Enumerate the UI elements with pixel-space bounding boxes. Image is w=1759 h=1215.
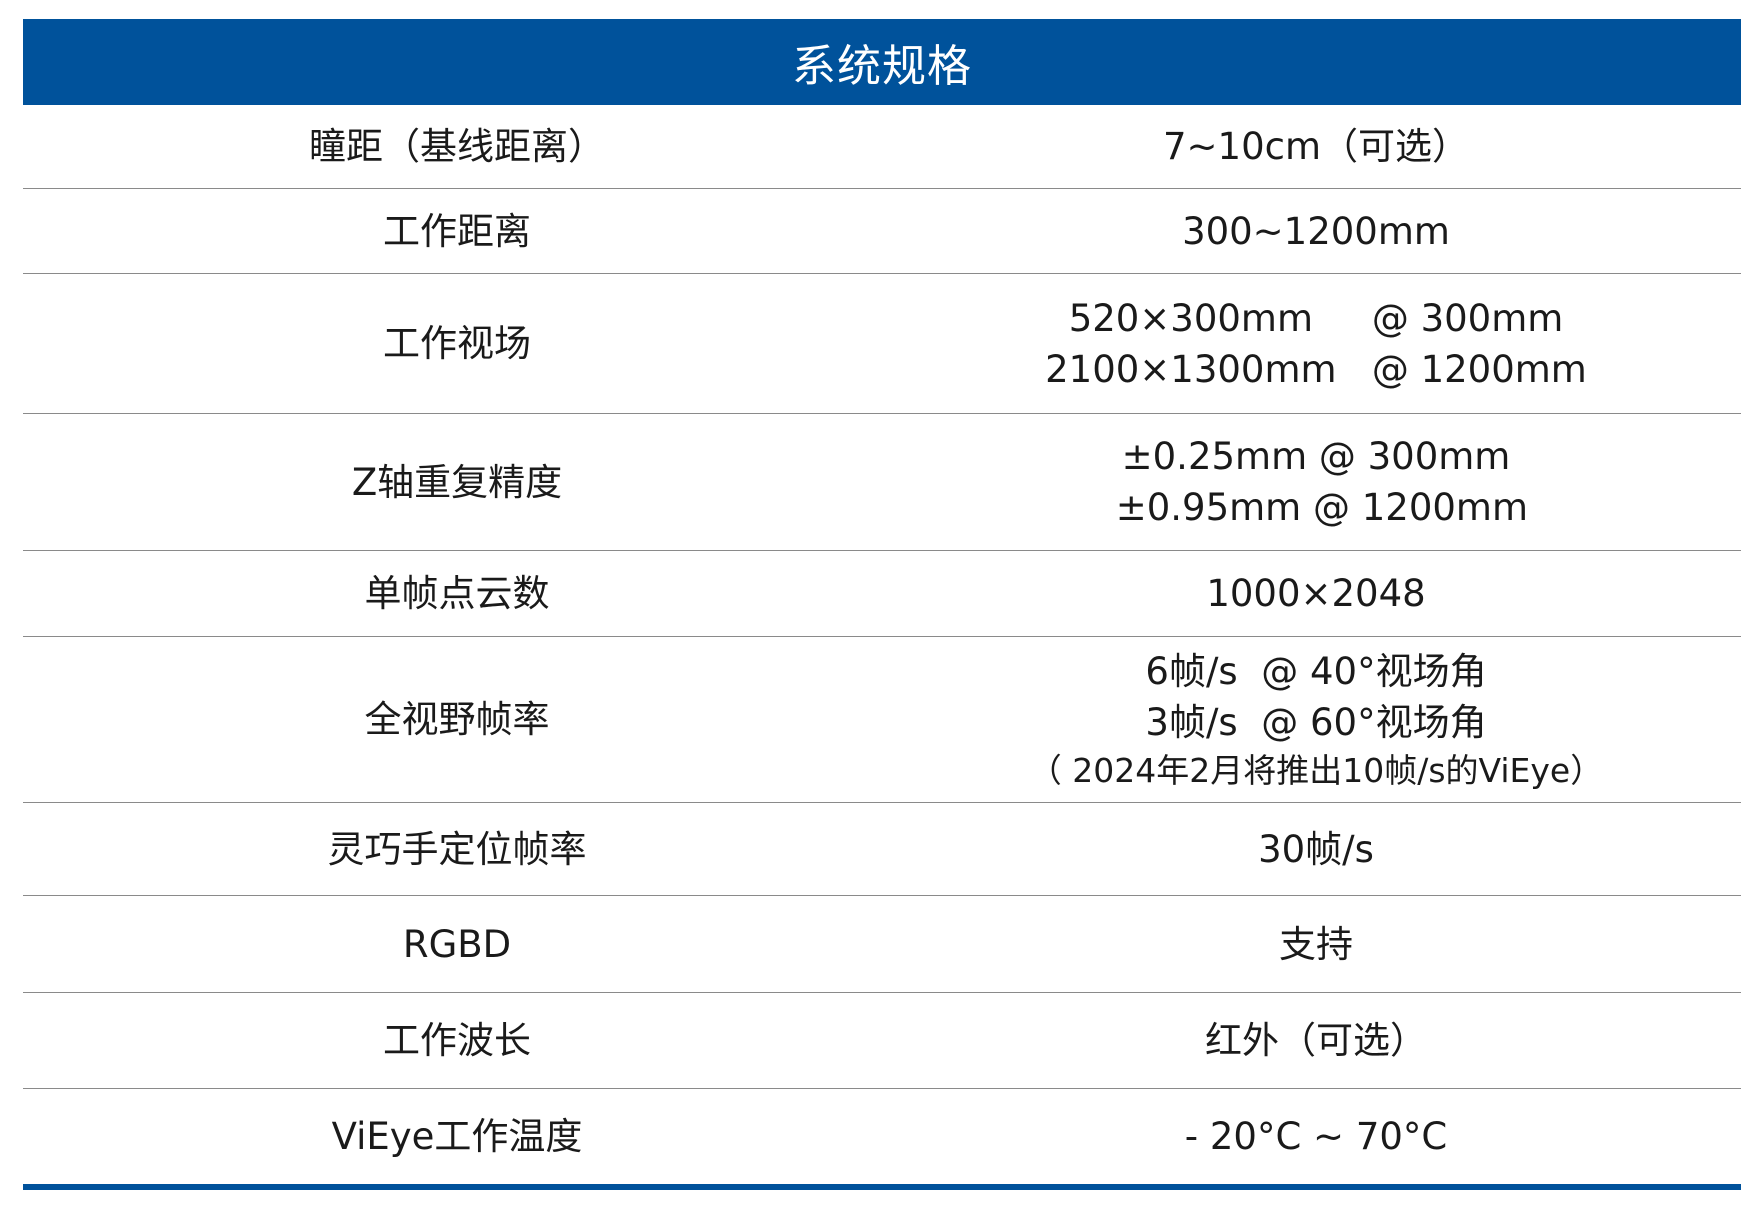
spec-label: RGBD xyxy=(402,922,512,966)
table-row: 工作波长 红外（可选） xyxy=(23,993,1741,1089)
spec-label: 工作视场 xyxy=(383,322,531,365)
value-line: 1000×2048 xyxy=(1206,572,1426,615)
value-line: 30帧/s xyxy=(1258,827,1374,871)
table-row: 瞳距（基线距离） 7~10cm（可选） xyxy=(23,105,1741,189)
table-row: Z轴重复精度 ±0.25mm @ 300mm ±0.95mm @ 1200mm xyxy=(23,414,1741,551)
spec-value: 支持 xyxy=(891,896,1741,992)
value-line: 2100×1300mm @ 1200mm xyxy=(1045,347,1587,391)
spec-value: 30帧/s xyxy=(891,803,1741,895)
value-line: 6帧/s @ 40°视场角 xyxy=(1145,649,1487,693)
spec-value: 6帧/s @ 40°视场角 3帧/s @ 60°视场角 （ 2024年2月将推出… xyxy=(891,637,1741,802)
table-row: ViEye工作温度 - 20°C ~ 70°C xyxy=(23,1089,1741,1184)
spec-label: 工作距离 xyxy=(383,209,531,253)
spec-value: 红外（可选） xyxy=(891,993,1741,1088)
spec-table: 系统规格 瞳距（基线距离） 7~10cm（可选） 工作距离 300~1200mm… xyxy=(23,19,1741,1190)
table-row: 灵巧手定位帧率 30帧/s xyxy=(23,803,1741,896)
value-line: 红外（可选） xyxy=(1205,1019,1427,1062)
table-row: 工作距离 300~1200mm xyxy=(23,189,1741,274)
table-row: 单帧点云数 1000×2048 xyxy=(23,551,1741,637)
value-line: 7~10cm（可选） xyxy=(1162,125,1469,168)
spec-value: - 20°C ~ 70°C xyxy=(891,1089,1741,1184)
value-line: 3帧/s @ 60°视场角 xyxy=(1145,700,1487,744)
spec-label: 工作波长 xyxy=(383,1019,531,1062)
value-line: ±0.95mm @ 1200mm xyxy=(1103,486,1528,529)
bottom-rule xyxy=(23,1184,1741,1190)
value-line: 支持 xyxy=(1279,922,1353,966)
table-row: RGBD 支持 xyxy=(23,896,1741,993)
spec-value: ±0.25mm @ 300mm ±0.95mm @ 1200mm xyxy=(891,414,1741,550)
spec-label: 全视野帧率 xyxy=(364,698,550,741)
spec-value: 520×300mm @ 300mm 2100×1300mm @ 1200mm xyxy=(891,274,1741,413)
spec-value: 300~1200mm xyxy=(891,189,1741,273)
spec-label: ViEye工作温度 xyxy=(331,1115,583,1158)
value-line: - 20°C ~ 70°C xyxy=(1184,1115,1448,1158)
spec-label: Z轴重复精度 xyxy=(351,460,563,504)
value-line: ±0.25mm @ 300mm xyxy=(1121,435,1511,478)
spec-label: 单帧点云数 xyxy=(364,572,550,615)
table-row: 工作视场 520×300mm @ 300mm 2100×1300mm @ 120… xyxy=(23,274,1741,414)
spec-value: 7~10cm（可选） xyxy=(891,105,1741,188)
table-row: 全视野帧率 6帧/s @ 40°视场角 3帧/s @ 60°视场角 （ 2024… xyxy=(23,637,1741,803)
value-line: 300~1200mm xyxy=(1182,209,1450,253)
value-note: （ 2024年2月将推出10帧/s的ViEye） xyxy=(1028,750,1604,790)
spec-label: 灵巧手定位帧率 xyxy=(327,827,587,871)
spec-label: 瞳距（基线距离） xyxy=(309,125,605,168)
value-line: 520×300mm @ 300mm xyxy=(1068,296,1564,340)
spec-value: 1000×2048 xyxy=(891,551,1741,636)
table-title: 系统规格 xyxy=(23,19,1741,105)
